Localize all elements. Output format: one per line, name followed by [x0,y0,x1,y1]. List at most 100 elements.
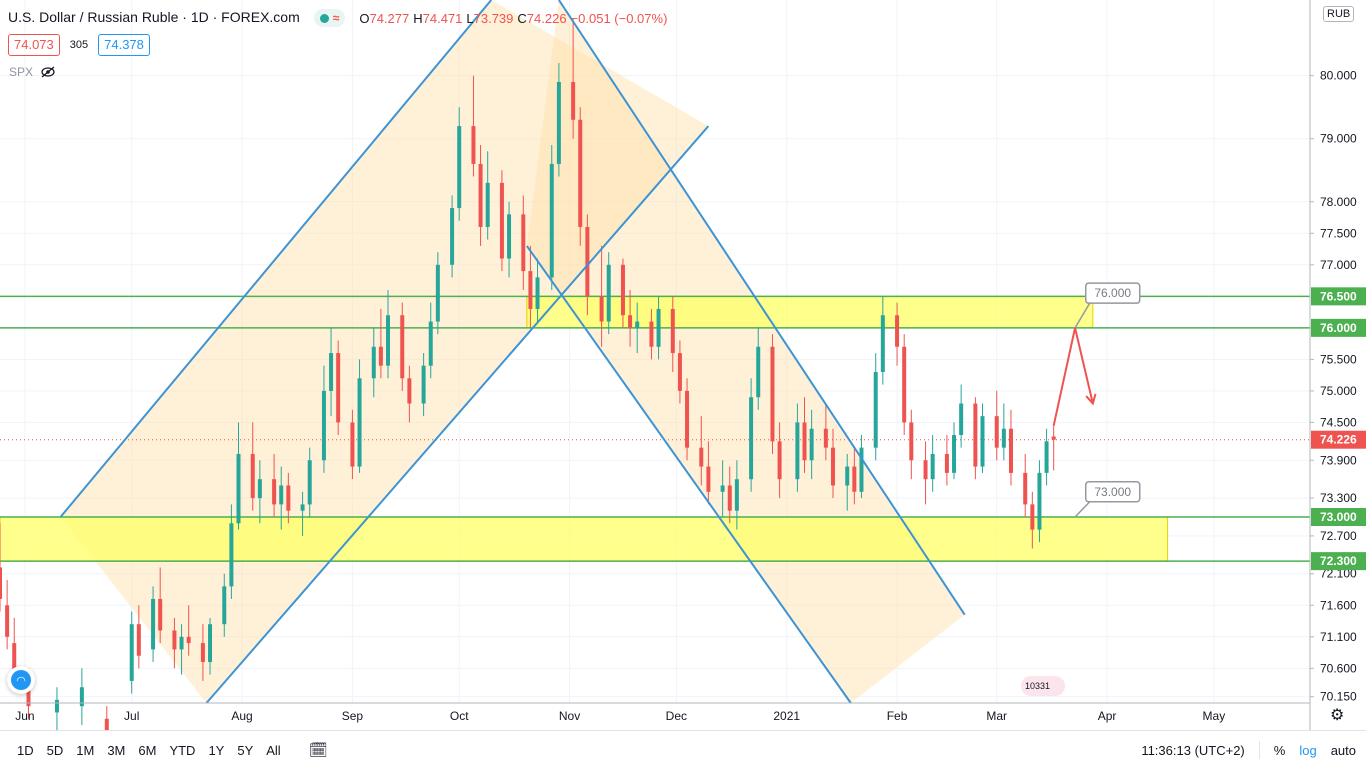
candle-body [628,315,633,328]
candle-body [521,214,526,272]
price-label-bg [1311,552,1366,571]
timeframe-5d[interactable]: 5D [46,742,64,758]
percent-toggle[interactable]: % [1273,742,1286,758]
candles [0,18,1056,730]
y-tick-label: 71.100 [1320,630,1357,644]
timeframe-6m[interactable]: 6M [138,742,157,758]
clock-time[interactable]: 11:36:13 (UTC+2) [1141,742,1245,758]
ask-price[interactable]: 74.378 [98,34,150,56]
candle-body [727,485,732,511]
candle-body [272,479,277,505]
economic-event-flag[interactable]: 10331 [1021,676,1065,696]
tradingview-logo[interactable]: ◠ [7,666,35,694]
y-tick-label: 79.000 [1320,132,1357,146]
candle-body [457,126,462,209]
bid-price[interactable]: 74.073 [8,34,60,56]
candle-body [770,346,775,442]
channel-lines [59,0,966,704]
candle-body [994,416,999,448]
market-status[interactable]: ≈ [313,9,346,27]
x-tick-label: Aug [231,709,252,723]
x-tick-label: 2021 [773,709,800,723]
candle-body [499,182,504,259]
ohlc-key: C [517,10,527,26]
channel-line [526,245,852,704]
candle-body [1023,472,1028,505]
price-label-text: 74.226 [1320,433,1357,447]
log-toggle[interactable]: log [1299,742,1317,758]
candle-body [450,208,455,265]
gear-icon[interactable]: ⚙ [1330,707,1345,724]
timeframe-1m[interactable]: 1M [76,742,95,758]
y-tick-label: 72.100 [1320,567,1357,581]
candle-body [200,643,205,663]
overlay-legend: SPX [9,65,55,79]
timeframe-5y[interactable]: 5Y [237,742,254,758]
callout-box [1084,282,1141,304]
candle-body [104,718,109,730]
candle-body [378,346,383,366]
wave-icon: ≈ [332,11,340,25]
callout-pointer [1074,302,1091,329]
auto-toggle[interactable]: auto [1330,742,1356,758]
candle-body [549,163,554,278]
candle-body [959,403,964,436]
ohlc-value: 74.226 [526,10,567,26]
time-axis[interactable]: Jun Jul Aug Sep Oct Nov Dec 2021 Feb Mar Apr May [15,709,1225,723]
candle-body [706,466,711,492]
y-tick-label: 73.900 [1320,453,1357,467]
eye-hidden-icon[interactable] [41,66,55,78]
ohlc-value: 74.471 [422,10,463,26]
candle-body [485,182,490,227]
quote-panel: 74.073 305 74.378 [8,34,150,56]
candle-body [158,598,163,631]
timeframe-all[interactable]: All [266,742,281,758]
candle-body [670,308,675,354]
y-tick-label: 74.500 [1320,415,1357,429]
candle-body [795,422,800,480]
date-range-icon[interactable]: 🗓 [308,742,328,759]
callout-label: 76.000 [1094,286,1131,300]
timeframe-1y[interactable]: 1Y [208,742,225,758]
candle-body [535,277,540,309]
symbol-title[interactable]: U.S. Dollar / Russian Ruble · 1D · FOREX… [8,9,300,25]
timeframe-ytd[interactable]: YTD [169,742,196,758]
candle-body [606,264,611,322]
spread-value: 305 [69,39,89,51]
market-open-icon [319,13,329,23]
timeframe-1d[interactable]: 1D [17,742,34,758]
price-label-text: 73.000 [1320,510,1357,524]
candle-body [528,271,533,309]
y-tick-label: 70.150 [1320,690,1357,704]
ohlc-key: H [413,10,423,26]
price-label-text: 76.500 [1320,289,1357,303]
y-tick-label: 77.500 [1320,226,1357,240]
candle-body [756,346,761,398]
y-tick-label: 75.500 [1320,352,1357,366]
candle-body [507,214,512,259]
price-axis[interactable]: 80.000 79.000 78.000 77.500 77.000 76.000 75.5… [1310,69,1357,704]
x-tick-label: Oct [450,709,469,723]
candle-body [1037,472,1042,530]
support-resistance-zone [526,295,1094,329]
candle-body [809,428,814,461]
candle-body [620,264,625,316]
x-tick-label: Jun [15,709,34,723]
price-chart[interactable]: 76.000 73.000 80.000 79.000 78.000 77.500 77.… [0,0,1366,730]
candle-body [321,390,326,461]
ohlc-value: 73.739 [473,10,514,26]
callouts: 76.000 73.000 [1074,282,1141,518]
candle-body [699,447,704,467]
candle-body [26,680,31,707]
candle-body [407,378,412,404]
y-tick-label: 72.700 [1320,529,1357,543]
zones [0,0,1169,703]
candle-body [151,598,156,650]
flag-text: 10331 [1025,681,1051,691]
timeframe-3m[interactable]: 3M [107,742,126,758]
candle-body [649,321,654,347]
ohlc-key: L [466,10,474,26]
candle-body [12,643,17,675]
candle-body [1030,504,1035,530]
currency-label[interactable]: RUB [1323,6,1355,22]
